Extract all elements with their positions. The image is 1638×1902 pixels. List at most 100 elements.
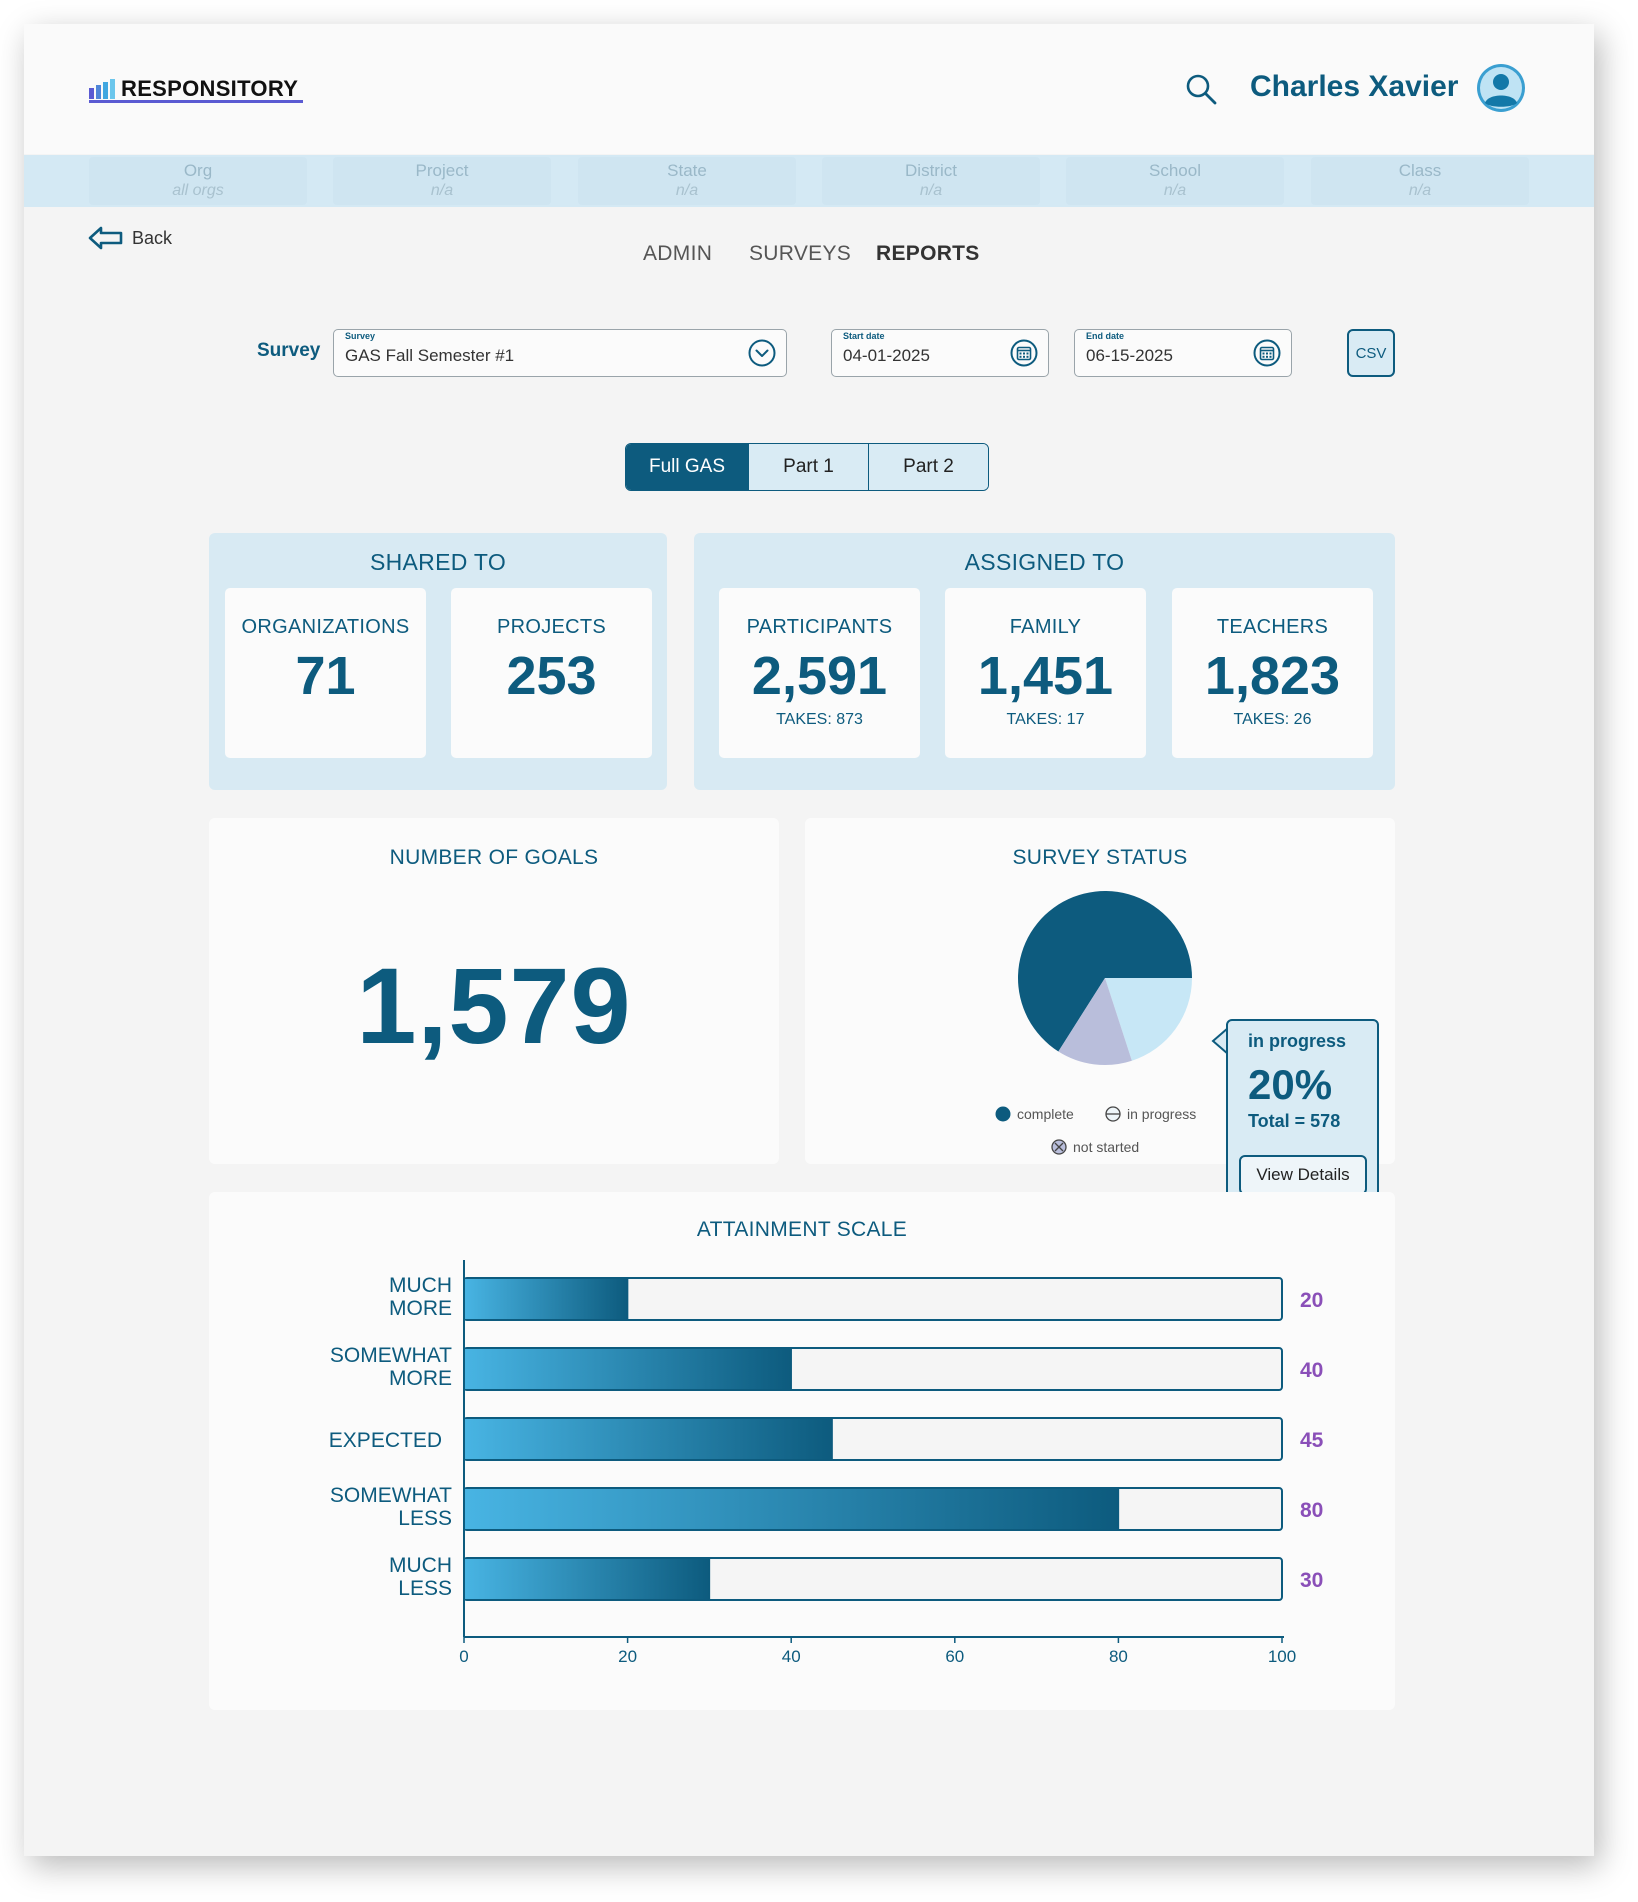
start-date-caption: Start date — [843, 331, 885, 341]
user-avatar-icon[interactable] — [1476, 63, 1526, 113]
family-value: 1,451 — [977, 646, 1114, 706]
bar-much-more[interactable] — [465, 1279, 628, 1319]
pie-slice-complete[interactable] — [1018, 891, 1192, 1052]
organizations-label: ORGANIZATIONS — [241, 616, 410, 638]
brand-logo[interactable]: RESPONSITORY — [89, 76, 298, 102]
bar-track — [463, 1277, 1283, 1321]
filter-value: n/a — [675, 182, 699, 199]
participants-stat: PARTICIPANTS 2,591 TAKES: 873 — [719, 588, 920, 758]
legend-complete-label: complete — [1017, 1106, 1074, 1122]
projects-value: 253 — [506, 646, 597, 706]
pie-slice-in-progress[interactable] — [1105, 978, 1192, 1061]
teachers-label: TEACHERS — [1216, 616, 1329, 638]
filter-state[interactable]: State n/a — [578, 157, 796, 205]
filter-value: n/a — [430, 182, 454, 199]
bar-value-label: 20 — [1300, 1289, 1323, 1312]
bar-value-label: 45 — [1300, 1429, 1324, 1452]
survey-select-caption: Survey — [345, 331, 376, 341]
attainment-scale-bar-chart: MUCH MORE 20 SOMEWHAT MORE 40 EXPECTED 45 SOMEWH… — [329, 1260, 1324, 1666]
x-tick-label: 80 — [1109, 1647, 1128, 1666]
filter-org[interactable]: Org all orgs — [89, 157, 307, 205]
bar-category-label: SOMEWHAT LESS — [330, 1484, 452, 1530]
filter-project[interactable]: Project n/a — [333, 157, 551, 205]
projects-stat: PROJECTS 253 — [451, 588, 652, 758]
tab-surveys[interactable]: SURVEYS — [749, 242, 852, 265]
survey-status-pie-chart — [1018, 891, 1192, 1065]
family-stat: FAMILY 1,451 TAKES: 17 — [945, 588, 1146, 758]
bar-somewhat-more[interactable] — [465, 1349, 792, 1389]
brand-name: RESPONSITORY — [121, 76, 299, 101]
segment-part-2[interactable]: Part 2 — [868, 444, 988, 490]
logo-underline — [89, 100, 303, 103]
tooltip-pointer — [1211, 1027, 1229, 1055]
filter-breadcrumb-strip: Org all orgs Project n/a State n/a Distr… — [24, 155, 1594, 207]
goals-value: 1,579 — [356, 945, 632, 1066]
filter-value: n/a — [1163, 182, 1187, 199]
in-progress-tooltip: in progress 20% Total = 578 View Details — [1226, 1019, 1379, 1204]
teachers-stat: TEACHERS 1,823 TAKES: 26 — [1172, 588, 1373, 758]
search-icon[interactable] — [1184, 72, 1218, 106]
bar-much-less[interactable] — [465, 1559, 710, 1599]
shared-to-title: SHARED TO — [369, 549, 507, 575]
calendar-icon[interactable] — [1010, 339, 1038, 367]
chevron-down-icon[interactable] — [748, 339, 776, 367]
csv-export-button[interactable]: CSV — [1347, 329, 1395, 377]
segment-part-1[interactable]: Part 1 — [748, 444, 868, 490]
segment-full-gas[interactable]: Full GAS — [626, 444, 748, 490]
survey-part-segmented-control: Full GAS Part 1 Part 2 — [625, 443, 989, 491]
pie-slice-not-started[interactable] — [1058, 978, 1132, 1065]
tab-admin[interactable]: ADMIN — [643, 242, 713, 265]
filter-value: n/a — [1408, 182, 1432, 199]
projects-label: PROJECTS — [496, 616, 607, 638]
participants-value: 2,591 — [751, 646, 888, 706]
filter-label: Class — [1398, 161, 1442, 180]
bar-category-label: MUCH MORE — [389, 1274, 452, 1320]
user-name[interactable]: Charles Xavier — [1250, 70, 1459, 103]
filter-label: School — [1149, 161, 1201, 180]
bar-category-label: MUCH LESS — [389, 1554, 452, 1600]
legend-in-progress: in progress — [1105, 1106, 1205, 1122]
bar-expected[interactable] — [465, 1419, 833, 1459]
back-button[interactable]: Back — [88, 225, 172, 251]
participants-takes: TAKES: 873 — [776, 711, 863, 728]
logo-bars-icon — [89, 79, 115, 99]
bar-somewhat-less[interactable] — [465, 1489, 1119, 1529]
organizations-value: 71 — [295, 646, 356, 706]
start-date-field[interactable]: Start date 04-01-2025 — [831, 329, 1049, 377]
legend-not-started: not started — [1051, 1139, 1139, 1155]
legend-not-started-label: not started — [1073, 1139, 1140, 1155]
organizations-stat: ORGANIZATIONS 71 — [225, 588, 426, 758]
x-tick-label: 60 — [945, 1647, 964, 1666]
x-tick-label: 0 — [459, 1647, 468, 1666]
legend-in-progress-label: in progress — [1127, 1106, 1197, 1122]
filter-label: Org — [183, 161, 213, 180]
survey-select-value: GAS Fall Semester #1 — [345, 346, 515, 365]
bar-value-label: 40 — [1300, 1359, 1323, 1382]
x-tick-label: 40 — [782, 1647, 801, 1666]
back-label: Back — [132, 227, 173, 248]
family-label: FAMILY — [1009, 616, 1082, 638]
filter-class[interactable]: Class n/a — [1311, 157, 1529, 205]
tooltip-label: in progress — [1248, 1031, 1347, 1051]
tooltip-percent: 20% — [1248, 1061, 1333, 1108]
calendar-icon[interactable] — [1253, 339, 1281, 367]
survey-select[interactable]: Survey GAS Fall Semester #1 — [333, 329, 787, 377]
filter-school[interactable]: School n/a — [1066, 157, 1284, 205]
end-date-field[interactable]: End date 06-15-2025 — [1074, 329, 1292, 377]
view-details-button[interactable]: View Details — [1239, 1155, 1367, 1195]
number-of-goals-card: NUMBER OF GOALS 1,579 — [209, 818, 779, 1164]
top-bar: RESPONSITORY Charles Xavier — [24, 24, 1594, 154]
start-date-value: 04-01-2025 — [843, 346, 930, 365]
filter-district[interactable]: District n/a — [822, 157, 1040, 205]
filter-value: all orgs — [172, 182, 224, 199]
survey-status-title: SURVEY STATUS — [1012, 846, 1188, 869]
tab-reports[interactable]: REPORTS — [876, 242, 980, 265]
teachers-value: 1,823 — [1204, 646, 1341, 706]
filter-label: District — [905, 161, 957, 180]
survey-label: Survey — [257, 340, 321, 361]
x-tick-label: 100 — [1268, 1647, 1296, 1666]
bar-category-label: EXPECTED — [329, 1429, 442, 1452]
tooltip-total: Total = 578 — [1248, 1111, 1341, 1131]
app-window: RESPONSITORY Charles Xavier Org all orgs… — [24, 24, 1594, 1856]
end-date-caption: End date — [1086, 331, 1125, 341]
